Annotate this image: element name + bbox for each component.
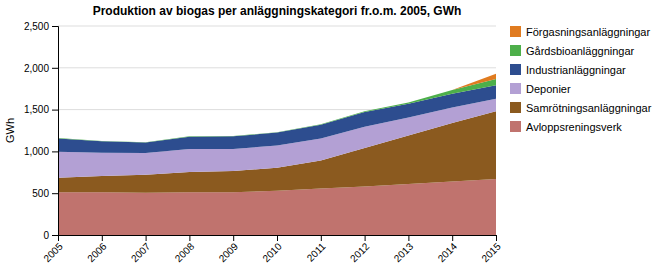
title: Produktion av biogas per anläggningskate… xyxy=(93,4,462,18)
y-tick-label: 500 xyxy=(32,188,49,199)
x-tick-label: 2005 xyxy=(41,240,65,264)
legend: Förgasningsanläggningar Gårdsbioanläggnin… xyxy=(510,26,652,133)
y-tick: 500 xyxy=(32,188,58,199)
x-tick: 2009 xyxy=(217,235,241,264)
x-tick-mark xyxy=(408,235,409,241)
y-tick: 1,500 xyxy=(24,104,58,115)
x-tick: 2012 xyxy=(348,235,372,264)
x-tick: 2008 xyxy=(173,235,197,264)
legend-swatch xyxy=(510,121,521,132)
x-tick-mark xyxy=(146,235,147,241)
x-tick-label: 2007 xyxy=(129,240,153,264)
x-tick-mark xyxy=(233,235,234,241)
x-tick: 2010 xyxy=(260,235,284,264)
x-tick-label: 2013 xyxy=(392,240,416,264)
areas xyxy=(58,74,496,235)
x-tick-mark xyxy=(452,235,453,241)
grid xyxy=(58,26,496,235)
x-tick-label: 2011 xyxy=(305,240,328,263)
x-tick-mark xyxy=(102,235,103,241)
y-tick-mark xyxy=(52,235,58,236)
legend-swatch xyxy=(510,102,521,113)
x-tick: 2007 xyxy=(129,235,153,264)
x-axis: 2005 2006 2007 2008 2009 2010 2011 2012 2013 2014… xyxy=(41,235,503,264)
legend-swatch xyxy=(510,83,521,94)
legend-item: Deponier xyxy=(510,83,571,95)
x-tick: 2015 xyxy=(479,235,503,264)
x-tick-mark xyxy=(58,235,59,241)
y-tick-mark xyxy=(52,151,58,152)
x-tick: 2013 xyxy=(392,235,416,264)
chart: 0 500 1,000 1,500 2,000 2,500 2005 2006 2007 2008… xyxy=(0,0,668,275)
plot: 0 500 1,000 1,500 2,000 2,500 2005 2006 2007 2008… xyxy=(24,21,503,264)
y-tick: 2,500 xyxy=(24,21,58,32)
x-tick-label: 2006 xyxy=(85,240,109,264)
legend-item: Avloppsreningsverk xyxy=(510,121,622,133)
area xyxy=(58,79,496,143)
legend-label: Industrianläggningar xyxy=(526,64,626,76)
y-tick-mark xyxy=(52,68,58,69)
legend-item: Gårdsbioanläggningar xyxy=(510,45,635,57)
x-tick-label: 2008 xyxy=(173,240,197,264)
y-tick-label: 0 xyxy=(43,230,49,241)
grid-line xyxy=(58,67,496,68)
y-tick: 1,000 xyxy=(24,146,58,157)
y-tick-label: 2,500 xyxy=(24,21,49,32)
y-tick: 0 xyxy=(43,230,58,241)
grid-line xyxy=(58,26,496,27)
x-tick-mark xyxy=(321,235,322,241)
x-tick: 2006 xyxy=(85,235,109,264)
y-tick-label: 2,000 xyxy=(24,63,49,74)
legend-label: Förgasningsanläggningar xyxy=(526,26,650,38)
legend-label: Gårdsbioanläggningar xyxy=(526,45,635,57)
legend-swatch xyxy=(510,45,521,56)
x-tick: 2005 xyxy=(41,235,65,264)
legend-item: Förgasningsanläggningar xyxy=(510,26,650,38)
legend-swatch xyxy=(510,64,521,75)
legend-item: Samrötningsanläggningar xyxy=(510,102,652,114)
y-tick-mark xyxy=(52,26,58,27)
y-tick-label: 1,000 xyxy=(24,146,49,157)
y-axis-title: GWh xyxy=(4,118,16,143)
x-axis-line xyxy=(59,236,497,242)
area xyxy=(58,85,496,153)
x-tick-label: 2014 xyxy=(436,240,460,264)
legend-label: Deponier xyxy=(526,83,571,95)
legend-swatch xyxy=(510,26,521,37)
legend-label: Samrötningsanläggningar xyxy=(526,102,652,114)
legend-label: Avloppsreningsverk xyxy=(526,121,622,133)
y-tick-mark xyxy=(52,110,58,111)
legend-item: Industrianläggningar xyxy=(510,64,626,76)
x-tick-mark xyxy=(189,235,190,241)
x-tick-label: 2009 xyxy=(217,240,241,264)
x-tick-label: 2010 xyxy=(260,240,284,264)
x-tick-mark xyxy=(496,235,497,241)
x-tick-mark xyxy=(277,235,278,241)
x-tick: 2014 xyxy=(436,235,460,264)
y-tick-label: 1,500 xyxy=(24,104,49,115)
x-tick-label: 2012 xyxy=(348,240,372,264)
y-tick: 2,000 xyxy=(24,63,58,74)
x-tick-label: 2015 xyxy=(479,240,503,264)
y-axis: 0 500 1,000 1,500 2,000 2,500 xyxy=(24,21,59,241)
y-tick-mark xyxy=(52,193,58,194)
area xyxy=(58,74,496,143)
x-tick: 2011 xyxy=(305,235,328,264)
x-tick-mark xyxy=(365,235,366,241)
y-axis-line xyxy=(52,27,59,236)
